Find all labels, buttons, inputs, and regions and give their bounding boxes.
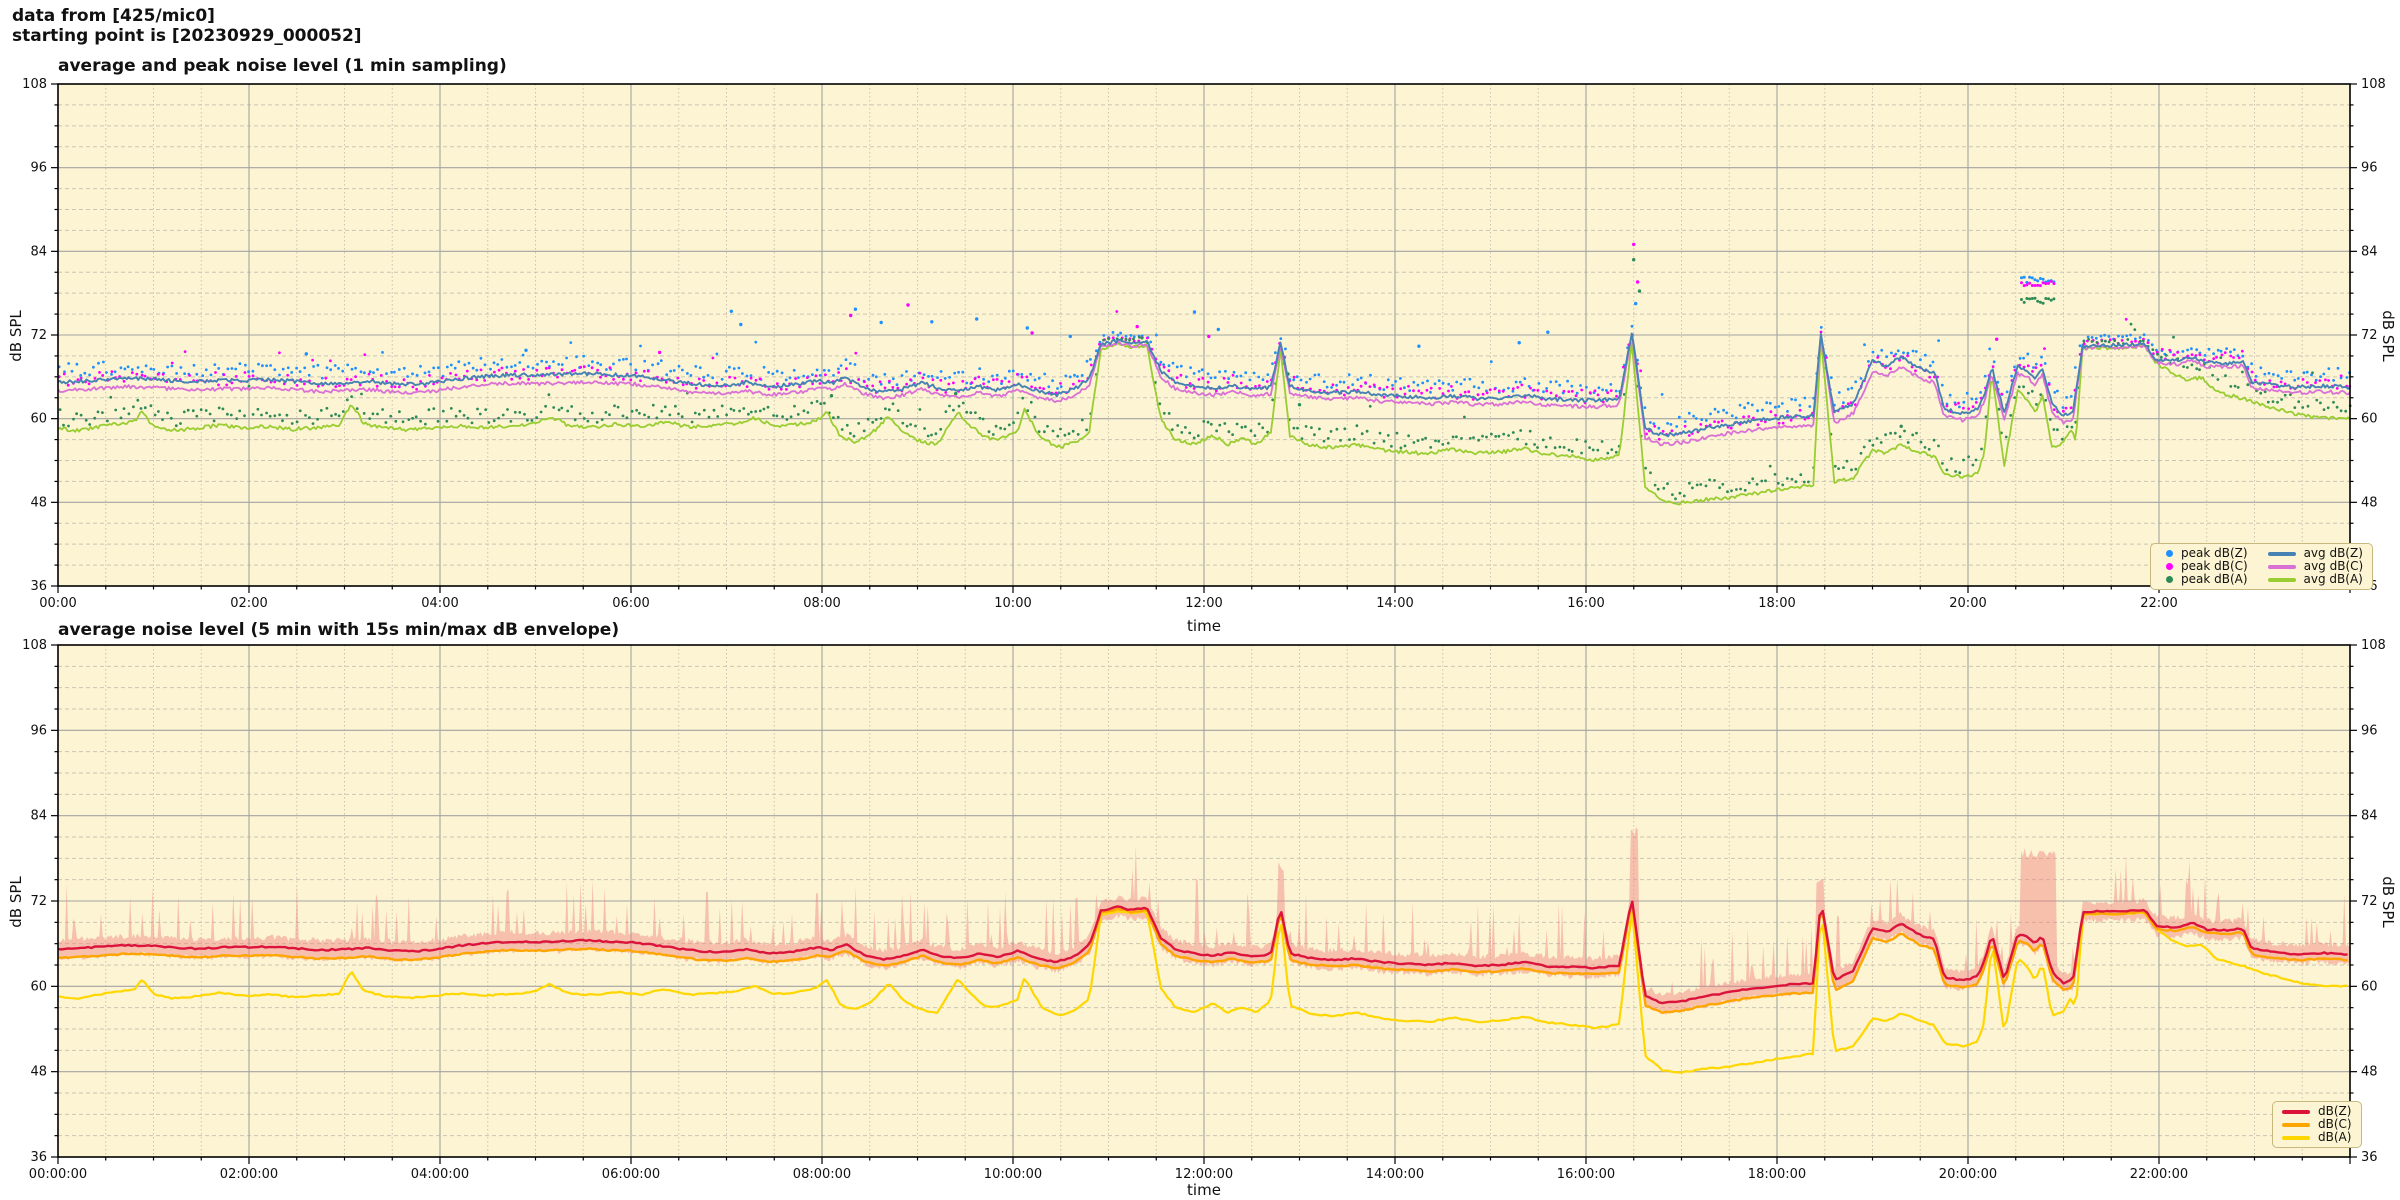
legend-row: dB(A) — [2282, 1131, 2352, 1144]
svg-text:14:00:00: 14:00:00 — [1366, 1167, 1424, 1182]
svg-text:20:00: 20:00 — [1949, 596, 1986, 611]
svg-text:02:00: 02:00 — [230, 596, 267, 611]
header-line-1: data from [425/mic0] — [12, 6, 215, 26]
svg-text:10:00:00: 10:00:00 — [984, 1167, 1042, 1182]
svg-text:14:00: 14:00 — [1376, 596, 1413, 611]
svg-text:108: 108 — [22, 638, 47, 653]
peak-dbz-marker-icon — [2166, 550, 2173, 557]
svg-text:06:00: 06:00 — [612, 596, 649, 611]
peak-dbc-marker-icon — [2166, 563, 2173, 570]
avg-dba-marker-icon — [2267, 577, 2296, 582]
svg-text:08:00: 08:00 — [803, 596, 840, 611]
legend-entry-dba: dB(A) — [2282, 1131, 2351, 1144]
svg-text:12:00: 12:00 — [1185, 596, 1222, 611]
dbz-marker-icon — [2282, 1109, 2310, 1114]
svg-text:22:00:00: 22:00:00 — [2130, 1167, 2188, 1182]
svg-text:06:00:00: 06:00:00 — [602, 1167, 660, 1182]
svg-text:60: 60 — [30, 412, 47, 427]
dbc-marker-icon — [2282, 1122, 2310, 1127]
chart1-ylabel-left: dB SPL — [7, 310, 25, 362]
svg-text:108: 108 — [2361, 77, 2386, 92]
header-line-2: starting point is [20230929_000052] — [12, 26, 362, 46]
legend-row: peak dB(C) avg dB(C) — [2160, 560, 2363, 573]
svg-text:60: 60 — [2361, 979, 2378, 994]
svg-text:04:00: 04:00 — [421, 596, 458, 611]
chart2-ylabel-right: dB SPL — [2379, 876, 2397, 928]
svg-text:108: 108 — [2361, 638, 2386, 653]
svg-text:84: 84 — [2361, 244, 2378, 259]
legend-entry-peak-dba: peak dB(A) — [2160, 573, 2248, 586]
chart2-title: average noise level (5 min with 15s min/… — [58, 620, 620, 640]
legend-entry-peak-dbz: peak dB(Z) — [2160, 547, 2248, 560]
legend-row: peak dB(Z) avg dB(Z) — [2160, 547, 2363, 560]
svg-text:22:00: 22:00 — [2140, 596, 2177, 611]
legend-entry-dbc: dB(C) — [2282, 1118, 2352, 1131]
svg-text:36: 36 — [30, 1150, 47, 1165]
svg-text:96: 96 — [2361, 161, 2378, 176]
chart1-legend: peak dB(Z) avg dB(Z) peak dB(C) avg dB(C… — [2150, 543, 2374, 590]
svg-text:96: 96 — [30, 723, 47, 738]
svg-text:96: 96 — [2361, 723, 2378, 738]
svg-text:36: 36 — [2361, 1150, 2378, 1165]
legend-entry-avg-dba: avg dB(A) — [2267, 573, 2363, 586]
svg-text:72: 72 — [2361, 894, 2378, 909]
chart1-title: average and peak noise level (1 min samp… — [58, 56, 507, 76]
svg-text:108: 108 — [22, 77, 47, 92]
legend-entry-dbz: dB(Z) — [2282, 1105, 2351, 1118]
svg-text:16:00: 16:00 — [1567, 596, 1604, 611]
legend-row: dB(Z) — [2282, 1105, 2352, 1118]
svg-text:00:00: 00:00 — [39, 596, 76, 611]
legend-entry-avg-dbz: avg dB(Z) — [2267, 547, 2363, 560]
svg-text:60: 60 — [30, 979, 47, 994]
legend-entry-peak-dbc: peak dB(C) — [2160, 560, 2248, 573]
svg-text:18:00: 18:00 — [1758, 596, 1795, 611]
avg-dbz-marker-icon — [2267, 551, 2296, 556]
svg-text:96: 96 — [30, 161, 47, 176]
chart1-xlabel: time — [1187, 617, 1221, 635]
svg-text:72: 72 — [30, 328, 47, 343]
svg-text:84: 84 — [2361, 809, 2378, 824]
svg-text:60: 60 — [2361, 412, 2378, 427]
svg-text:48: 48 — [2361, 495, 2378, 510]
chart2-xlabel: time — [1187, 1181, 1221, 1199]
legend-row: dB(C) — [2282, 1118, 2352, 1131]
svg-text:10:00: 10:00 — [994, 596, 1031, 611]
svg-text:18:00:00: 18:00:00 — [1748, 1167, 1806, 1182]
svg-text:36: 36 — [30, 579, 47, 594]
legend-entry-avg-dbc: avg dB(C) — [2267, 560, 2363, 573]
svg-text:16:00:00: 16:00:00 — [1557, 1167, 1615, 1182]
svg-text:20:00:00: 20:00:00 — [1939, 1167, 1997, 1182]
svg-text:02:00:00: 02:00:00 — [220, 1167, 278, 1182]
chart1-ylabel-right: dB SPL — [2379, 310, 2397, 362]
svg-text:72: 72 — [30, 894, 47, 909]
chart2-ylabel-left: dB SPL — [7, 876, 25, 928]
svg-text:48: 48 — [2361, 1065, 2378, 1080]
svg-text:72: 72 — [2361, 328, 2378, 343]
svg-text:48: 48 — [30, 1065, 47, 1080]
svg-text:12:00:00: 12:00:00 — [1175, 1167, 1233, 1182]
peak-dba-marker-icon — [2166, 576, 2173, 583]
dba-marker-icon — [2282, 1135, 2310, 1140]
avg-dbc-marker-icon — [2267, 564, 2296, 569]
svg-text:04:00:00: 04:00:00 — [411, 1167, 469, 1182]
legend-row: peak dB(A) avg dB(A) — [2160, 573, 2363, 586]
svg-text:48: 48 — [30, 495, 47, 510]
svg-text:08:00:00: 08:00:00 — [793, 1167, 851, 1182]
svg-text:84: 84 — [30, 809, 47, 824]
chart2-legend: dB(Z) dB(C) dB(A) — [2272, 1101, 2362, 1148]
svg-text:84: 84 — [30, 244, 47, 259]
svg-text:00:00:00: 00:00:00 — [29, 1167, 87, 1182]
